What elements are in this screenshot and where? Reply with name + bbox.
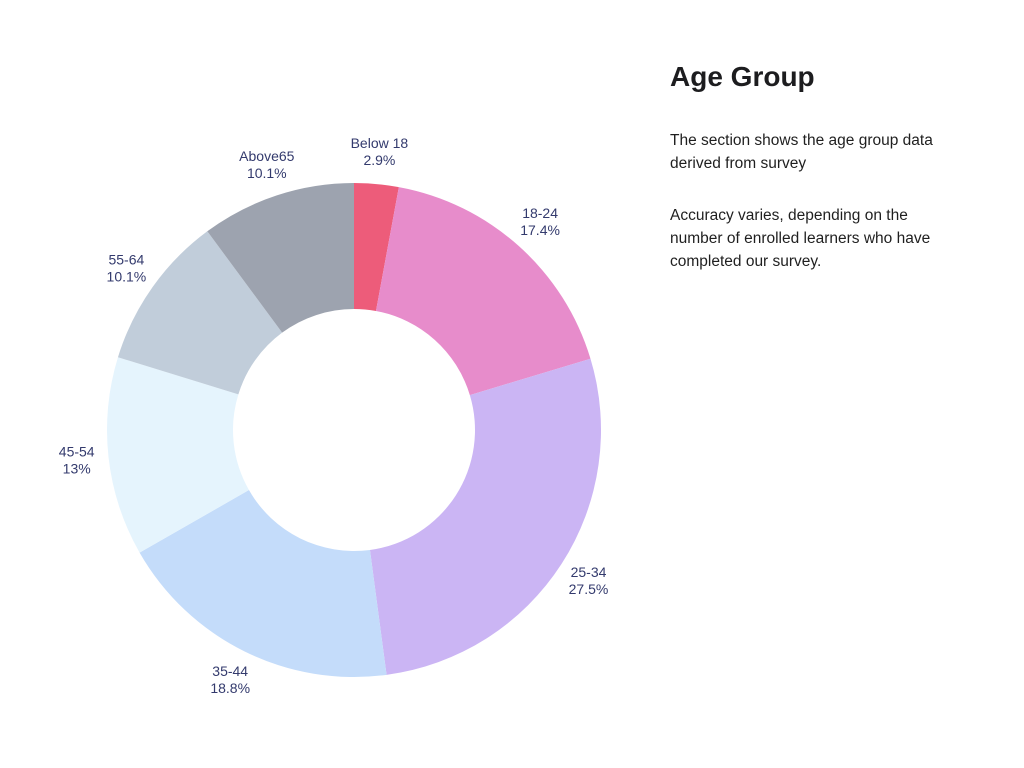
donut-slice-35-44[interactable]	[139, 490, 387, 677]
age-group-donut-chart: Below 18 2.9% 18-24 17.4% 25-34 27.5% 35-44 18.…	[59, 135, 609, 696]
description-primary: The section shows the age group data der…	[670, 132, 933, 172]
slice-label-18-24: 18-24 17.4%	[520, 205, 560, 238]
donut-slice-below-18[interactable]	[354, 183, 399, 312]
slice-label-45-54: 45-54 13%	[59, 444, 95, 477]
slice-label-below-18: Below 18 2.9%	[351, 135, 409, 168]
slice-label-35-44: 35-44 18.8%	[210, 663, 250, 696]
chart-info-panel: Age Group The section shows the age grou…	[670, 57, 962, 273]
donut-slices	[107, 183, 601, 677]
slice-label-55-64: 55-64 10.1%	[107, 252, 147, 285]
description-secondary: Accuracy varies, depending on the number…	[670, 207, 931, 270]
donut-slice-25-34[interactable]	[369, 358, 601, 675]
slice-label-above65: Above65 10.1%	[239, 148, 294, 181]
donut-slice-labels: Below 18 2.9% 18-24 17.4% 25-34 27.5% 35-44 18.…	[59, 135, 609, 696]
donut-slice-45-54[interactable]	[107, 357, 249, 553]
donut-slice-55-64[interactable]	[117, 231, 283, 395]
donut-slice-18-24[interactable]	[375, 187, 591, 396]
donut-slice-above65[interactable]	[207, 183, 354, 333]
page-title: Age Group	[670, 61, 815, 92]
slice-label-25-34: 25-34 27.5%	[569, 564, 609, 597]
